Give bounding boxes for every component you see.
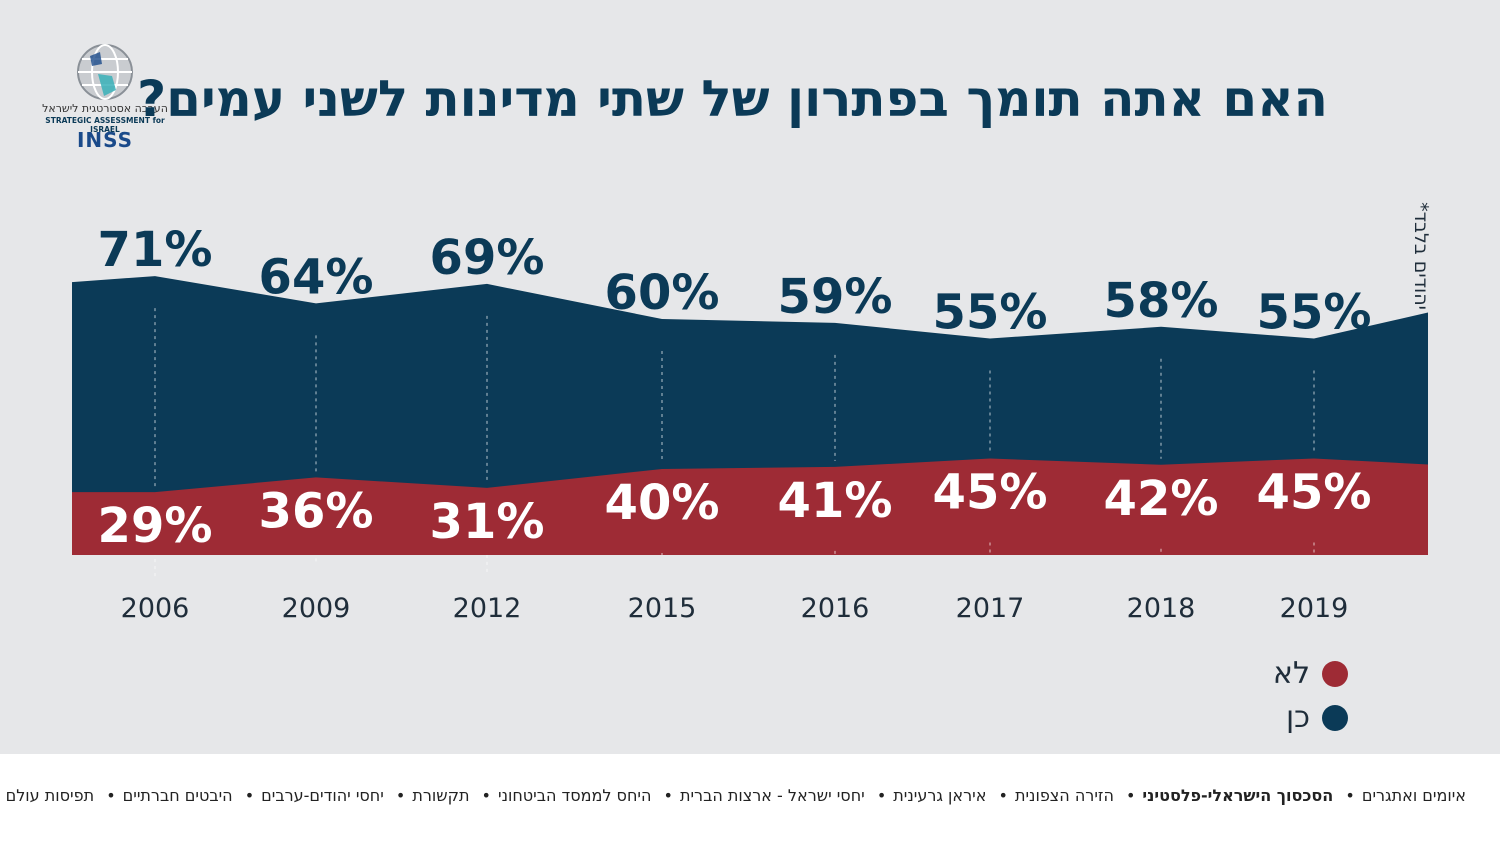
logo-name-english: STRATEGIC ASSESSMENT for ISRAEL bbox=[45, 116, 165, 134]
x-tick-label: 2006 bbox=[121, 593, 190, 624]
x-tick-label: 2017 bbox=[956, 593, 1025, 624]
data-label-no: 45% bbox=[933, 465, 1048, 521]
data-label-no: 40% bbox=[605, 475, 720, 531]
logo-name-hebrew: הערכה אסטרטגית לישראל bbox=[42, 102, 168, 115]
topic-link[interactable]: יחסי יהודים-ערבים bbox=[261, 786, 384, 805]
globe-icon bbox=[77, 44, 133, 100]
topic-link[interactable]: היבטים חברתיים bbox=[122, 786, 233, 805]
separator-dot: • bbox=[663, 786, 673, 805]
legend-label-yes: כן bbox=[1285, 700, 1310, 735]
topic-link-active[interactable]: הסכסוך הישראלי-פלסטיני bbox=[1142, 786, 1334, 805]
data-label-no: 42% bbox=[1104, 471, 1219, 527]
legend-swatch-yes bbox=[1322, 704, 1348, 731]
data-label-yes: 71% bbox=[98, 222, 213, 278]
separator-dot: • bbox=[481, 786, 491, 805]
stacked-area-chart: 71% 29% 64% 36% 69% 31% 60% 40% 59% 41% 55% 45% 58% 4… bbox=[72, 222, 1428, 624]
x-tick-label: 2019 bbox=[1280, 593, 1349, 624]
data-label-yes: 55% bbox=[1257, 285, 1372, 341]
data-label-yes: 58% bbox=[1104, 273, 1219, 329]
footnote-jews-only: יהודים בלבד* bbox=[1410, 202, 1432, 310]
x-tick-label: 2018 bbox=[1127, 593, 1196, 624]
data-label-yes: 64% bbox=[259, 249, 374, 305]
data-label-no: 29% bbox=[98, 498, 213, 554]
area-no bbox=[72, 458, 1428, 555]
topic-link[interactable]: יחסי ישראל - ארצות הברית bbox=[679, 786, 865, 805]
logo-brand: INSS bbox=[76, 128, 134, 152]
topic-link[interactable]: תפיסות עולם וערכים bbox=[0, 786, 95, 805]
topic-link[interactable]: איומים ואתגרים bbox=[1361, 786, 1466, 805]
separator-dot: • bbox=[876, 786, 887, 805]
legend-item-yes: כן bbox=[1286, 700, 1348, 735]
x-tick-label: 2012 bbox=[453, 593, 522, 624]
separator-dot: • bbox=[1345, 786, 1355, 805]
infographic-panel: הערכה אסטרטגית לישראל STRATEGIC ASSESSME… bbox=[40, 40, 1432, 735]
data-label-yes: 69% bbox=[430, 230, 545, 286]
separator-dot: • bbox=[998, 786, 1008, 805]
legend-label-no: לא bbox=[1272, 656, 1310, 691]
legend-item-no: לא bbox=[1273, 656, 1348, 691]
footer-topics-bar: איומים ואתגרים• הסכסוך הישראלי-פלסטיני• … bbox=[0, 754, 1500, 844]
separator-dot: • bbox=[244, 786, 255, 805]
data-label-no: 45% bbox=[1257, 465, 1372, 521]
data-label-no: 41% bbox=[778, 473, 893, 529]
topic-link[interactable]: איראן גרעינית bbox=[893, 786, 987, 805]
topic-nav: איומים ואתגרים• הסכסוך הישראלי-פלסטיני• … bbox=[0, 786, 1466, 805]
data-label-yes: 55% bbox=[933, 285, 1048, 341]
x-tick-label: 2009 bbox=[282, 593, 351, 624]
data-label-yes: 60% bbox=[605, 265, 720, 321]
data-label-no: 31% bbox=[430, 494, 545, 550]
x-tick-label: 2016 bbox=[801, 593, 870, 624]
separator-dot: • bbox=[395, 786, 406, 805]
topic-link[interactable]: היחס לממסד הביטחוני bbox=[497, 786, 652, 805]
inss-logo: הערכה אסטרטגית לישראל STRATEGIC ASSESSME… bbox=[40, 40, 170, 160]
topic-link[interactable]: הזירה הצפונית bbox=[1014, 786, 1114, 805]
x-tick-label: 2015 bbox=[628, 593, 697, 624]
separator-dot: • bbox=[106, 786, 116, 805]
separator-dot: • bbox=[1125, 786, 1136, 805]
data-label-yes: 59% bbox=[778, 269, 893, 325]
data-label-no: 36% bbox=[259, 483, 374, 539]
chart-title: האם אתה תומך בפתרון של שתי מדינות לשני ע… bbox=[137, 70, 1328, 128]
legend-swatch-no bbox=[1322, 660, 1348, 687]
topic-link[interactable]: תקשורת bbox=[412, 786, 470, 805]
